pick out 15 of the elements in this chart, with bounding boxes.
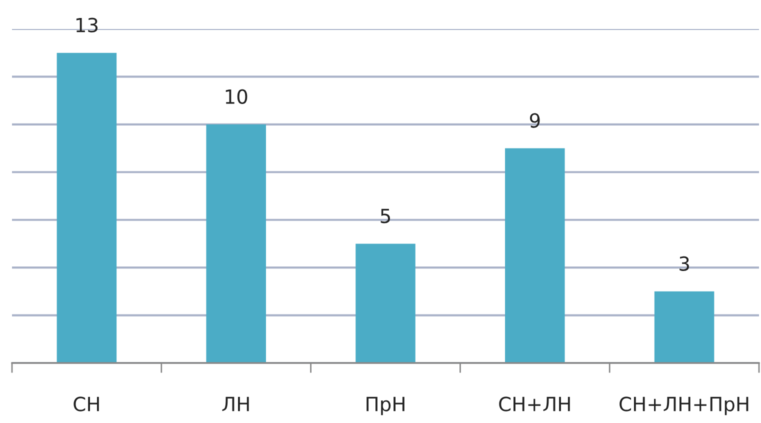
x-tick-label: СН+ЛН+ПрН	[620, 396, 748, 416]
bar	[505, 148, 565, 363]
data-label: 10	[226, 89, 248, 104]
bar	[206, 124, 266, 363]
data-label: 5	[380, 208, 390, 224]
data-label: 3	[680, 256, 689, 271]
x-tick-label: СН+ЛН	[499, 396, 570, 412]
x-tick-label: ПрН	[366, 396, 404, 416]
bar	[356, 244, 416, 363]
bar	[654, 291, 714, 363]
x-tick-label: СН	[74, 396, 99, 412]
x-tick-label: ЛН	[222, 396, 249, 412]
data-label: 9	[530, 113, 540, 128]
bar	[56, 52, 117, 363]
data-label: 13	[76, 18, 98, 32]
